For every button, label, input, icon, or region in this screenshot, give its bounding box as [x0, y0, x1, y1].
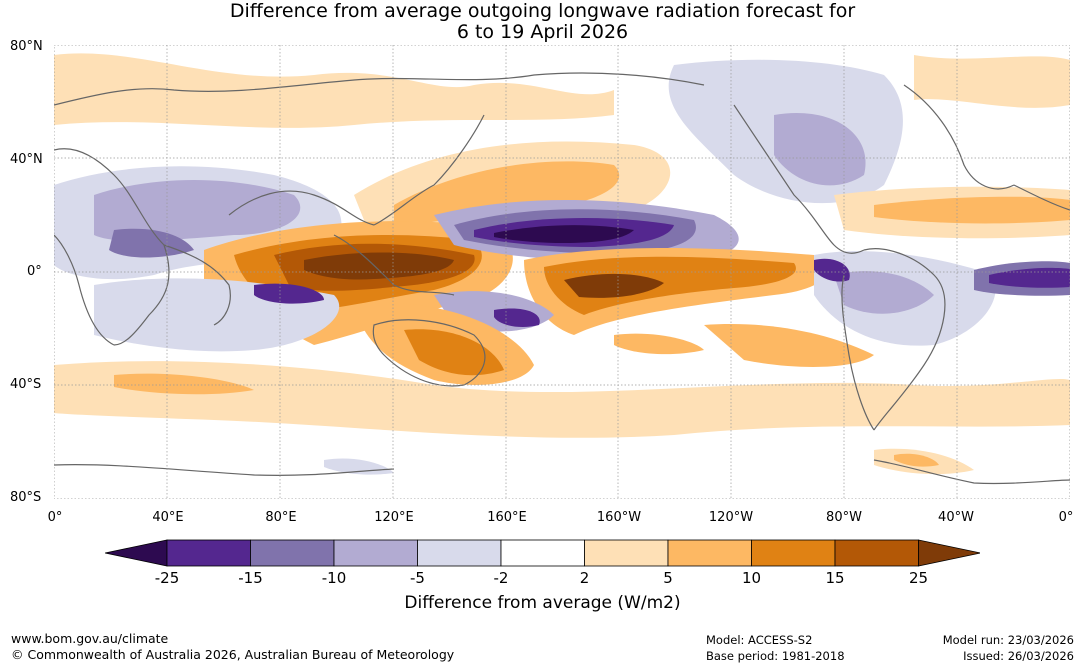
lat-label-40n: 40°N — [10, 152, 43, 167]
colorbar-segment — [751, 539, 836, 567]
colorbar-segment — [333, 539, 418, 567]
colorbar-tick-label: 10 — [741, 569, 762, 587]
colorbar-segment — [667, 539, 752, 567]
lon-label-160e: 160°E — [487, 510, 527, 525]
lon-label-0: 0° — [47, 510, 63, 525]
lon-label-160w: 160°W — [596, 510, 642, 525]
colorbar-tick-label: -15 — [238, 569, 263, 587]
colorbar-segment — [250, 539, 335, 567]
colorbar-extend-high — [918, 539, 980, 567]
graticule — [54, 45, 1070, 499]
colorbar-segment — [584, 539, 669, 567]
colorbar-tick-label: -5 — [410, 569, 425, 587]
lon-label-80e: 80°E — [265, 510, 297, 525]
colorbar-tick-label: -25 — [154, 569, 180, 587]
lat-label-80n: 80°N — [10, 39, 43, 54]
colorbar — [105, 539, 980, 567]
lon-label-40w: 40°W — [938, 510, 974, 525]
lon-label-80w: 80°W — [826, 510, 862, 525]
footer-model-run: Model run: 23/03/2026 — [942, 633, 1074, 647]
footer-copyright: © Commonwealth of Australia 2026, Austra… — [11, 647, 455, 662]
footer-base-period: Base period: 1981-2018 — [706, 649, 845, 663]
map-title-line-1: Difference from average outgoing longwav… — [229, 0, 856, 22]
colorbar-tick-label: -10 — [321, 569, 347, 587]
colorbar-tick-label: 25 — [908, 569, 929, 587]
colorbar-segment — [166, 539, 251, 567]
footer-url: www.bom.gov.au/climate — [11, 631, 169, 646]
lon-label-120e: 120°E — [374, 510, 414, 525]
lon-label-40e: 40°E — [152, 510, 184, 525]
lon-label-0-east: 0° — [1058, 510, 1074, 525]
anomaly-fields — [54, 53, 1070, 475]
footer-model: Model: ACCESS-S2 — [706, 633, 813, 647]
colorbar-segment — [834, 539, 919, 567]
lat-label-80s: 80°S — [10, 490, 42, 505]
colorbar-segment — [417, 539, 502, 567]
lon-label-120w: 120°W — [708, 510, 754, 525]
colorbar-tick-label: -2 — [493, 569, 509, 587]
footer-issued: Issued: 26/03/2026 — [963, 649, 1074, 663]
lat-label-40s: 40°S — [10, 377, 42, 392]
colorbar-tick-label: 15 — [825, 569, 845, 587]
colorbar-label: Difference from average (W/m2) — [404, 593, 681, 613]
colorbar-tick-label: 5 — [663, 569, 673, 587]
lat-label-equator: 0° — [27, 264, 42, 279]
map-title-line-2: 6 to 19 April 2026 — [456, 21, 629, 43]
olr-anomaly-map — [54, 45, 1070, 499]
colorbar-segment — [500, 539, 585, 567]
colorbar-extend-low — [105, 539, 168, 567]
colorbar-tick-label: 2 — [579, 569, 590, 587]
